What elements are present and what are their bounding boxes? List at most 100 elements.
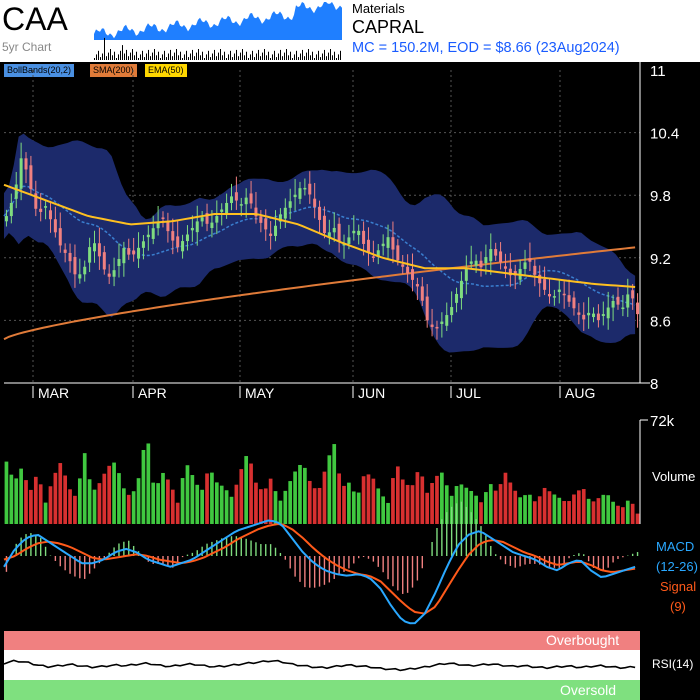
candle-body (582, 314, 586, 320)
candle-body (132, 250, 136, 255)
candle-body (274, 225, 278, 236)
candle-body (469, 261, 473, 264)
volume-bar (259, 489, 263, 524)
candle-body (562, 293, 566, 296)
candle-body (352, 230, 356, 234)
volume-bar (479, 502, 483, 524)
mini-volume-bar (298, 57, 299, 60)
volume-bar (151, 482, 156, 524)
candle-body (543, 279, 547, 290)
mini-volume-bar (238, 56, 239, 60)
mini-volume-bar (280, 49, 281, 60)
volume-bar (112, 462, 116, 524)
volume-bar (542, 487, 547, 524)
volume-bar (53, 472, 58, 524)
mini-volume-bar (170, 49, 171, 60)
mini-volume-bar (194, 56, 195, 60)
candle-body (283, 207, 287, 219)
volume-bar (601, 494, 606, 524)
candle-body (450, 307, 454, 316)
mini-volume-bar (186, 50, 187, 60)
candle-body (381, 243, 385, 247)
mini-volume-bar (122, 45, 123, 60)
mini-volume-bar (254, 57, 255, 60)
volume-bar (254, 482, 258, 524)
mini-volume-bar (232, 57, 233, 60)
mini-volume-bar (192, 49, 193, 60)
candle-body (538, 274, 542, 284)
volume-bar (161, 472, 165, 524)
mini-volume-bar (292, 58, 293, 60)
mini-volume-bar (206, 54, 207, 60)
mini-volume-bar (202, 51, 203, 60)
company-name: CAPRAL (352, 17, 425, 37)
mini-5yr-chart[interactable] (94, 0, 342, 62)
volume-bar (577, 490, 581, 524)
candle-body (464, 267, 468, 281)
candle-body (337, 223, 341, 242)
mini-volume-bar (178, 55, 179, 60)
candle-body (547, 294, 551, 297)
volume-bar (293, 471, 297, 524)
candle-body (371, 256, 375, 258)
candle-body (592, 313, 596, 318)
candle-body (401, 264, 405, 267)
rsi-neutral-zone (4, 650, 640, 680)
candle-body (190, 227, 194, 231)
candle-body (415, 284, 419, 287)
volume-bar (273, 491, 278, 524)
volume-bar (616, 505, 620, 524)
candle-body (459, 280, 463, 299)
month-label: MAY (245, 385, 275, 401)
volume-bar (288, 481, 293, 524)
candle-body (93, 243, 97, 252)
mini-volume-bar (322, 53, 323, 60)
volume-bar (219, 485, 224, 524)
candle-body (631, 290, 635, 299)
month-label: JUL (456, 385, 481, 401)
mini-volume-bar (320, 57, 321, 60)
candle-body (313, 198, 317, 207)
mini-volume-bar (128, 56, 129, 60)
candle-body (479, 260, 483, 268)
mini-volume-bar (196, 52, 197, 60)
volume-tick-label: 72k (650, 413, 675, 430)
mini-volume-bar (204, 58, 205, 60)
volume-bar (4, 461, 9, 524)
volume-bar (68, 489, 72, 524)
mini-volume-bar (240, 52, 241, 60)
mini-volume-bar (100, 57, 101, 60)
volume-bar (381, 496, 385, 524)
mini-volume-bar (296, 50, 297, 60)
volume-bar (43, 502, 48, 524)
candle-body (185, 234, 189, 242)
mini-volume-bar (150, 56, 151, 60)
mini-volume-bar (126, 49, 127, 60)
mini-volume-bar (220, 49, 221, 60)
volume-bar (591, 501, 596, 524)
rsi-line (3, 659, 636, 672)
volume-bar (484, 492, 488, 524)
mini-volume-bar (300, 53, 301, 60)
volume-bar (557, 497, 562, 524)
month-label: APR (138, 385, 167, 401)
mini-volume-bar (290, 51, 291, 60)
volume-bar (117, 473, 121, 524)
volume-bar (528, 494, 532, 524)
candle-body (601, 314, 605, 316)
mini-volume-bar (138, 58, 139, 60)
candle-body (445, 315, 449, 326)
mini-chart-label[interactable]: 5yr Chart (2, 40, 52, 54)
volume-bar (234, 484, 239, 524)
mini-volume-bar (98, 50, 99, 60)
candle-body (102, 252, 106, 270)
mini-volume-bar (264, 49, 265, 60)
candle-body (342, 243, 346, 246)
volume-bar (425, 492, 430, 524)
mini-volume-bar (262, 52, 263, 60)
candle-body (9, 202, 13, 217)
candle-body (239, 204, 243, 206)
oversold-label: Oversold (560, 682, 616, 698)
candle-body (396, 245, 400, 261)
candle-body (288, 201, 292, 208)
